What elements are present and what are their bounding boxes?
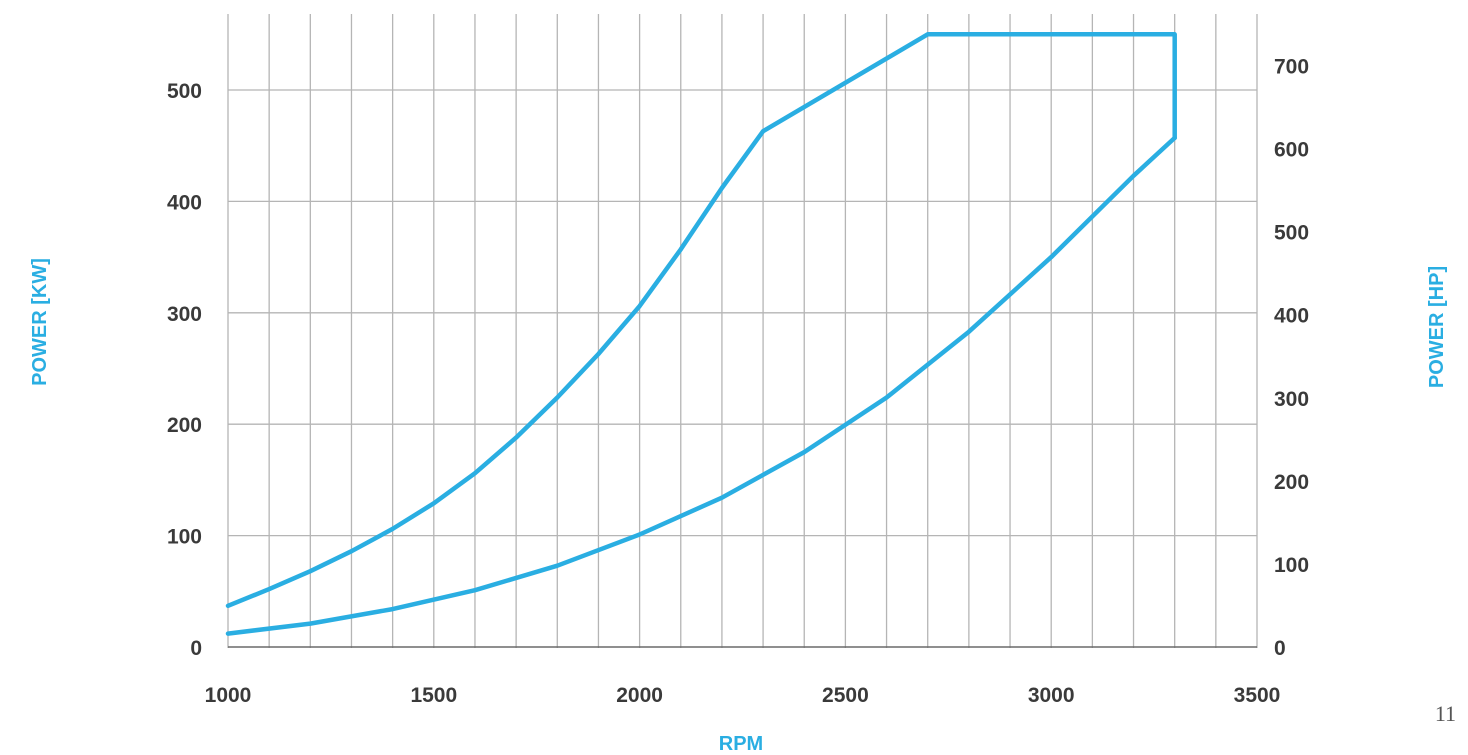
y-tick-label-right: 0: [1274, 637, 1286, 660]
y-tick-label-right: 500: [1274, 222, 1309, 245]
x-tick-label: 3000: [1028, 684, 1075, 707]
x-tick-label: 2500: [822, 684, 869, 707]
x-tick-label: 2000: [616, 684, 663, 707]
y-tick-label-left: 100: [167, 526, 202, 549]
y-axis-right-title: POWER [HP]: [1426, 266, 1448, 388]
y-tick-label-right: 300: [1274, 388, 1309, 411]
x-tick-label: 3500: [1234, 684, 1281, 707]
y-tick-label-left: 400: [167, 191, 202, 214]
grid: [227, 14, 1258, 648]
y-tick-label-right: 100: [1274, 554, 1309, 577]
tick-labels: 0 100 200 300 400 500 0 100 200 300 400 500 600 700 10…: [167, 56, 1309, 707]
y-tick-label-left: 300: [167, 303, 202, 326]
series-line-2: [225, 135, 1177, 636]
y-tick-label-left: 500: [167, 80, 202, 103]
x-tick-label: 1500: [410, 684, 457, 707]
y-tick-label-right: 600: [1274, 139, 1309, 162]
series-layer: [225, 32, 1177, 636]
y-tick-label-right: 400: [1274, 305, 1309, 328]
y-tick-label-left: 200: [167, 414, 202, 437]
y-tick-label-right: 200: [1274, 471, 1309, 494]
y-axis-left-title: POWER [KW]: [29, 258, 51, 386]
y-tick-label-left: 0: [190, 637, 202, 660]
x-axis-title: RPM: [719, 733, 763, 755]
page-number: 11: [1434, 701, 1456, 726]
x-tick-label: 1000: [205, 684, 252, 707]
y-tick-label-right: 700: [1274, 56, 1309, 79]
series-line-1: [225, 32, 1177, 609]
